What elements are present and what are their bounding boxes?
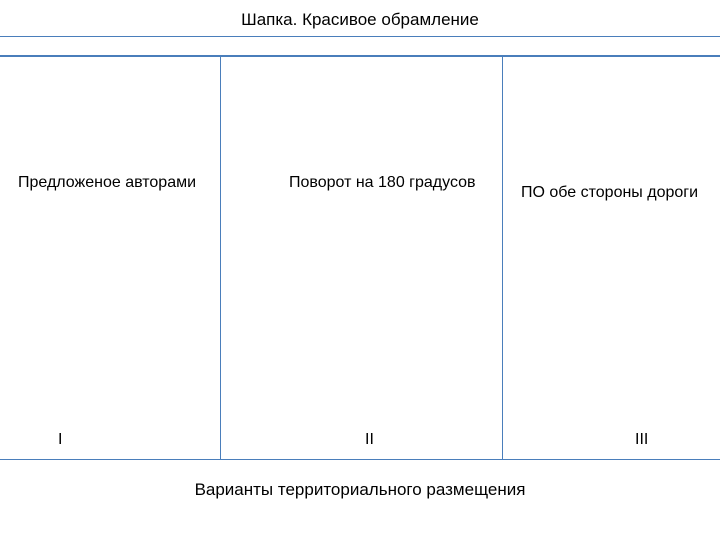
column-2-text: Поворот на 180 градусов [239,172,484,194]
column-3-label: III [635,431,648,449]
column-1: Предложеное авторами I [0,57,220,459]
header-band [0,36,720,56]
column-2-label: II [365,431,374,449]
column-3-text: ПО обе стороны дороги [521,182,702,204]
columns-container: Предложеное авторами I Поворот на 180 гр… [0,56,720,460]
page-title: Шапка. Красивое обрамление [0,0,720,38]
column-3: ПО обе стороны дороги III [502,57,720,459]
column-2: Поворот на 180 градусов II [220,57,502,459]
column-1-label: I [58,431,62,449]
bottom-caption: Варианты территориального размещения [0,480,720,500]
column-1-text: Предложеное авторами [18,172,202,194]
